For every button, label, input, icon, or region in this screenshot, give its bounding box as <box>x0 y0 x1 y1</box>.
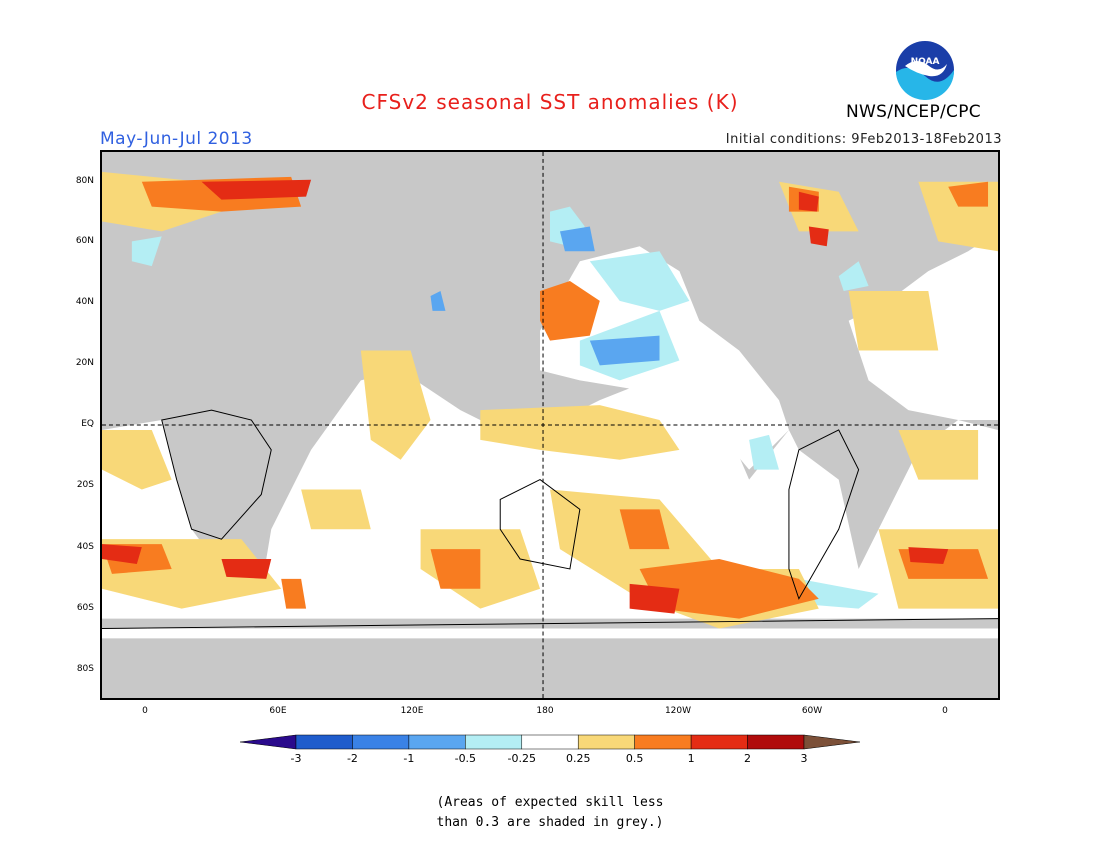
colorbar-tick-label: 0.25 <box>565 752 591 765</box>
warm-strong-areas <box>102 179 949 614</box>
colorbar-tick-label: -2 <box>346 752 358 765</box>
lon-label: 120E <box>400 706 424 716</box>
colorbar-cell <box>295 734 353 750</box>
colorbar-cell <box>240 734 297 750</box>
map-canvas <box>102 152 998 698</box>
lat-label: EQ <box>81 419 94 429</box>
forecast-period: May-Jun-Jul 2013 <box>100 129 253 149</box>
lat-label: 20S <box>76 480 94 490</box>
colorbar-cell <box>352 734 410 750</box>
lat-label: 80N <box>75 176 94 186</box>
colorbar-tick-label: 1 <box>687 752 695 765</box>
lat-label: 40N <box>75 297 94 307</box>
skill-note-line2: than 0.3 are shaded in grey.) <box>436 815 664 830</box>
lat-label: 60N <box>75 236 94 246</box>
cool-mid-areas <box>430 226 660 366</box>
coastlines <box>102 409 998 630</box>
colorbar-tick-label: 0.5 <box>625 752 644 765</box>
colorbar-cell <box>465 734 523 750</box>
lon-label: 180 <box>536 706 554 716</box>
skill-note: (Areas of expected skill less than 0.3 a… <box>0 793 1100 833</box>
colorbar-cell <box>803 734 860 750</box>
lon-label: 0 <box>942 706 948 716</box>
colorbar-tick-label: -1 <box>403 752 415 765</box>
skill-note-line1: (Areas of expected skill less <box>436 795 664 810</box>
lat-label: 40S <box>76 542 94 552</box>
lat-label: 60S <box>76 603 94 613</box>
colorbar-tick-label: -0.5 <box>454 752 477 765</box>
colorbar-cell <box>521 734 579 750</box>
sst-anomaly-map <box>100 150 1000 700</box>
lon-label: 60W <box>801 706 823 716</box>
lon-label: 60E <box>269 706 287 716</box>
warm-mid-areas <box>102 176 989 619</box>
colorbar-cell <box>408 734 466 750</box>
lon-label: 120W <box>664 706 692 716</box>
agency-label: NWS/NCEP/CPC <box>846 102 981 122</box>
lon-label: 0 <box>142 706 148 716</box>
map-title: CFSv2 seasonal SST anomalies (K) <box>361 90 739 114</box>
colorbar-cell <box>577 734 635 750</box>
lat-label: 80S <box>76 664 94 674</box>
colorbar-tick-label: 3 <box>800 752 808 765</box>
lat-label: 20N <box>75 358 94 368</box>
warm-weak-areas <box>102 171 998 629</box>
noaa-logo: NOAA <box>896 41 955 100</box>
colorbar <box>240 734 860 750</box>
colorbar-tick-label: 2 <box>744 752 752 765</box>
colorbar-tick-label: -3 <box>290 752 302 765</box>
colorbar-cell <box>634 734 692 750</box>
initial-conditions: Initial conditions: 9Feb2013-18Feb2013 <box>725 132 1002 147</box>
colorbar-tick-label: -0.25 <box>507 752 536 765</box>
colorbar-cell <box>690 734 748 750</box>
colorbar-cell <box>747 734 805 750</box>
noaa-logo-text: NOAA <box>911 57 940 67</box>
